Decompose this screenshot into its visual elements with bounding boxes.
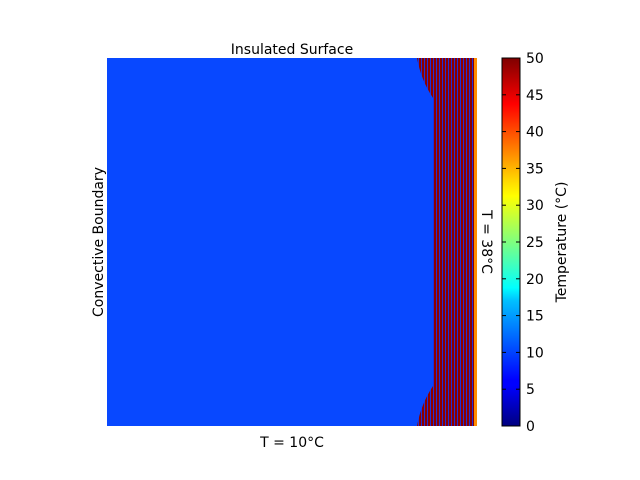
- hot-band-region: [417, 58, 476, 426]
- bulk-region: [107, 58, 476, 426]
- right-boundary-label: T = 38°C: [478, 209, 494, 274]
- colorbar-tick-label: 30: [526, 198, 544, 214]
- colorbar: 0 5 10 15 20 25 30 35 40 45 50 Temperature (°C): [501, 51, 570, 435]
- top-boundary-label: Insulated Surface: [231, 42, 353, 58]
- colorbar-tick-label: 20: [526, 272, 544, 288]
- colorbar-tick-label: 25: [526, 235, 544, 251]
- colorbar-tick-label: 35: [526, 161, 544, 177]
- colorbar-tick-label: 40: [526, 125, 544, 141]
- colorbar-tick-label: 15: [526, 309, 544, 325]
- colorbar-tick-label: 5: [526, 382, 535, 398]
- colorbar-ticks: 0 5 10 15 20 25 30 35 40 45 50: [502, 51, 544, 435]
- colorbar-label: Temperature (°C): [554, 182, 570, 304]
- heatmap-plot-area: [107, 58, 477, 426]
- right-edge-strip: [474, 58, 477, 426]
- colorbar-tick-label: 45: [526, 88, 544, 104]
- bottom-boundary-label: T = 10°C: [259, 435, 324, 451]
- colorbar-tick-label: 50: [526, 51, 544, 67]
- left-boundary-label: Convective Boundary: [91, 167, 107, 317]
- colorbar-tick-label: 10: [526, 345, 544, 361]
- colorbar-tick-label: 0: [526, 419, 535, 435]
